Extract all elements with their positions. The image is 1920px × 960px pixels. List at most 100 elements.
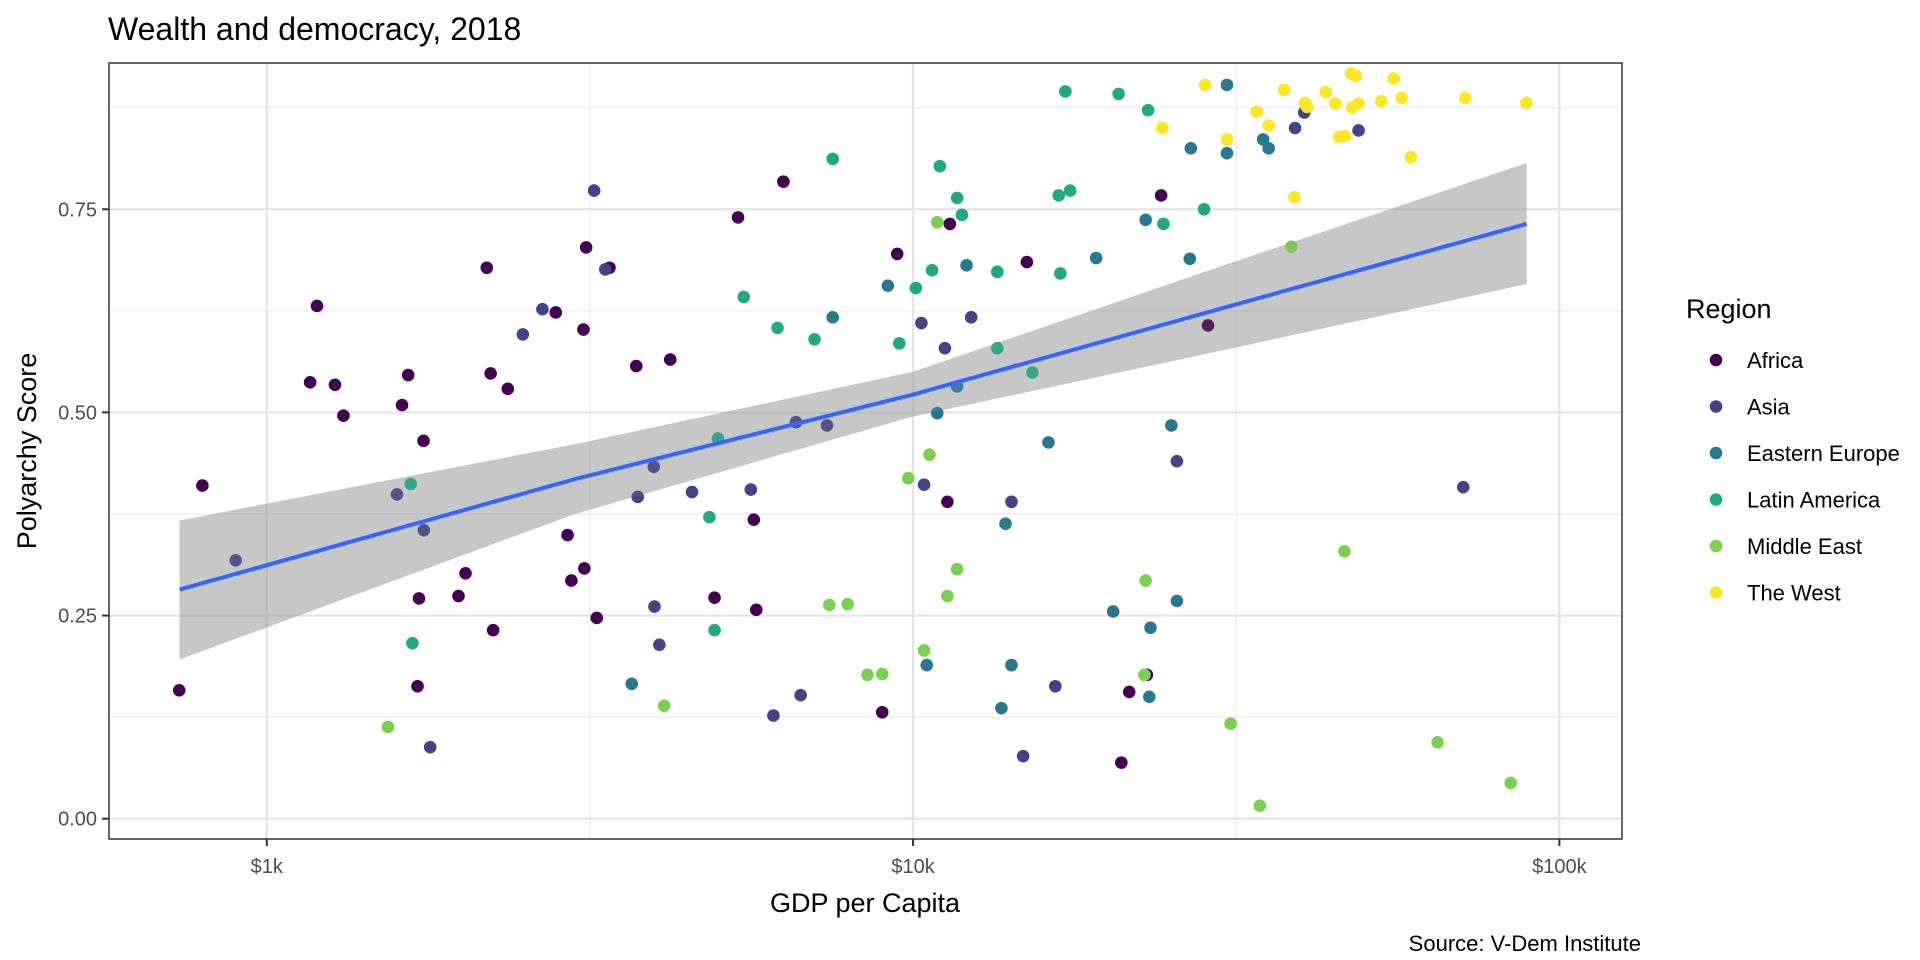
data-point-africa xyxy=(486,623,500,637)
data-point-asia xyxy=(917,478,931,492)
data-point-eastern-europe xyxy=(999,517,1012,531)
x-axis-ticks: $1k $10k $100k xyxy=(251,839,1588,878)
data-point-latin-america xyxy=(991,341,1004,355)
legend-key-latin-america xyxy=(1709,493,1723,506)
data-point-asia xyxy=(390,488,404,501)
data-point-asia xyxy=(1352,124,1365,137)
data-point-eastern-europe xyxy=(1089,251,1103,265)
data-point-the-west xyxy=(1338,129,1352,143)
legend-label: Middle East xyxy=(1747,534,1862,559)
minor-gridlines xyxy=(109,63,1622,839)
data-point-africa xyxy=(417,434,430,448)
data-point-asia xyxy=(794,688,807,702)
data-point-africa xyxy=(663,353,677,366)
data-point-africa xyxy=(941,495,954,509)
data-point-africa xyxy=(1020,255,1034,269)
data-point-middle-east xyxy=(1285,240,1298,253)
data-point-africa xyxy=(577,323,590,336)
legend-label: Latin America xyxy=(1747,488,1881,513)
legend-key-asia xyxy=(1709,400,1723,413)
data-point-the-west xyxy=(1387,72,1400,85)
data-point-latin-america xyxy=(1112,87,1125,101)
data-point-latin-america xyxy=(950,191,964,205)
data-point-the-west xyxy=(1352,97,1365,110)
data-point-middle-east xyxy=(1139,574,1152,587)
data-point-latin-america xyxy=(406,636,419,650)
points-layer xyxy=(172,67,1533,812)
data-point-africa xyxy=(747,513,761,526)
data-point-middle-east xyxy=(1504,776,1518,790)
data-point-latin-america xyxy=(1054,267,1067,280)
data-point-asia xyxy=(744,483,758,496)
data-point-africa xyxy=(303,376,317,389)
data-point-africa xyxy=(565,574,578,587)
data-point-asia xyxy=(820,419,834,432)
data-point-africa xyxy=(337,409,350,422)
data-point-the-west xyxy=(1198,78,1212,92)
data-point-the-west xyxy=(1155,121,1169,135)
data-point-africa xyxy=(590,611,604,625)
data-point-asia xyxy=(229,553,242,567)
data-point-africa xyxy=(731,211,745,224)
data-point-eastern-europe xyxy=(960,259,973,272)
data-point-middle-east xyxy=(930,215,944,229)
data-point-africa xyxy=(196,479,209,492)
data-point-the-west xyxy=(1404,150,1418,164)
data-point-africa xyxy=(452,589,465,603)
data-point-middle-east xyxy=(657,699,671,713)
y-tick-label: 0.75 xyxy=(58,199,97,221)
data-point-middle-east xyxy=(1224,717,1237,730)
data-point-the-west xyxy=(1349,69,1362,83)
legend-title: Region xyxy=(1686,294,1772,324)
data-point-latin-america xyxy=(955,208,969,222)
data-point-africa xyxy=(777,175,790,188)
data-point-middle-east xyxy=(381,720,395,734)
data-point-latin-america xyxy=(737,290,751,304)
data-point-latin-america xyxy=(909,281,923,295)
legend-label: Eastern Europe xyxy=(1747,441,1900,466)
data-point-africa xyxy=(411,679,424,693)
data-point-latin-america xyxy=(703,510,716,524)
data-point-eastern-europe xyxy=(1106,605,1120,618)
data-point-latin-america xyxy=(404,477,418,491)
data-point-africa xyxy=(1154,189,1168,202)
y-axis-title: Polyarchy Score xyxy=(12,353,42,550)
data-point-middle-east xyxy=(941,589,954,603)
legend-key-africa xyxy=(1709,353,1723,367)
data-point-eastern-europe xyxy=(881,279,895,292)
data-point-the-west xyxy=(1374,94,1388,108)
data-point-the-west xyxy=(1220,133,1234,146)
data-point-asia xyxy=(1170,454,1184,468)
data-point-africa xyxy=(749,603,763,617)
legend-key-eastern-europe xyxy=(1709,446,1723,460)
data-point-the-west xyxy=(1458,91,1472,105)
data-point-africa xyxy=(890,247,904,261)
data-point-latin-america xyxy=(925,263,939,277)
data-point-asia xyxy=(1016,749,1030,763)
legend: Region Africa Asia Eastern Europe Latin Ame… xyxy=(1686,294,1900,606)
data-point-africa xyxy=(875,705,889,719)
legend-key-middle-east xyxy=(1709,539,1723,553)
data-point-the-west xyxy=(1319,85,1333,99)
data-point-eastern-europe xyxy=(1042,436,1055,449)
data-point-latin-america xyxy=(892,337,906,350)
chart-title: Wealth and democracy, 2018 xyxy=(108,11,521,47)
data-point-eastern-europe xyxy=(930,406,944,420)
data-point-middle-east xyxy=(1431,736,1444,749)
caption: Source: V-Dem Institute xyxy=(1409,931,1641,956)
data-point-africa xyxy=(629,359,643,373)
data-point-asia xyxy=(631,490,645,504)
x-tick-label: $10k xyxy=(891,856,935,878)
data-point-africa xyxy=(310,299,324,313)
data-point-the-west xyxy=(1300,100,1314,114)
x-tick-label: $100k xyxy=(1532,856,1587,878)
data-point-middle-east xyxy=(1338,545,1351,558)
data-point-africa xyxy=(579,241,593,254)
data-point-asia xyxy=(767,709,780,722)
data-point-africa xyxy=(708,591,721,604)
data-point-asia xyxy=(1288,121,1302,135)
data-point-eastern-europe xyxy=(1183,252,1197,266)
legend-label: Africa xyxy=(1747,348,1804,373)
data-point-africa xyxy=(459,566,472,580)
legend-label: Asia xyxy=(1747,395,1791,420)
